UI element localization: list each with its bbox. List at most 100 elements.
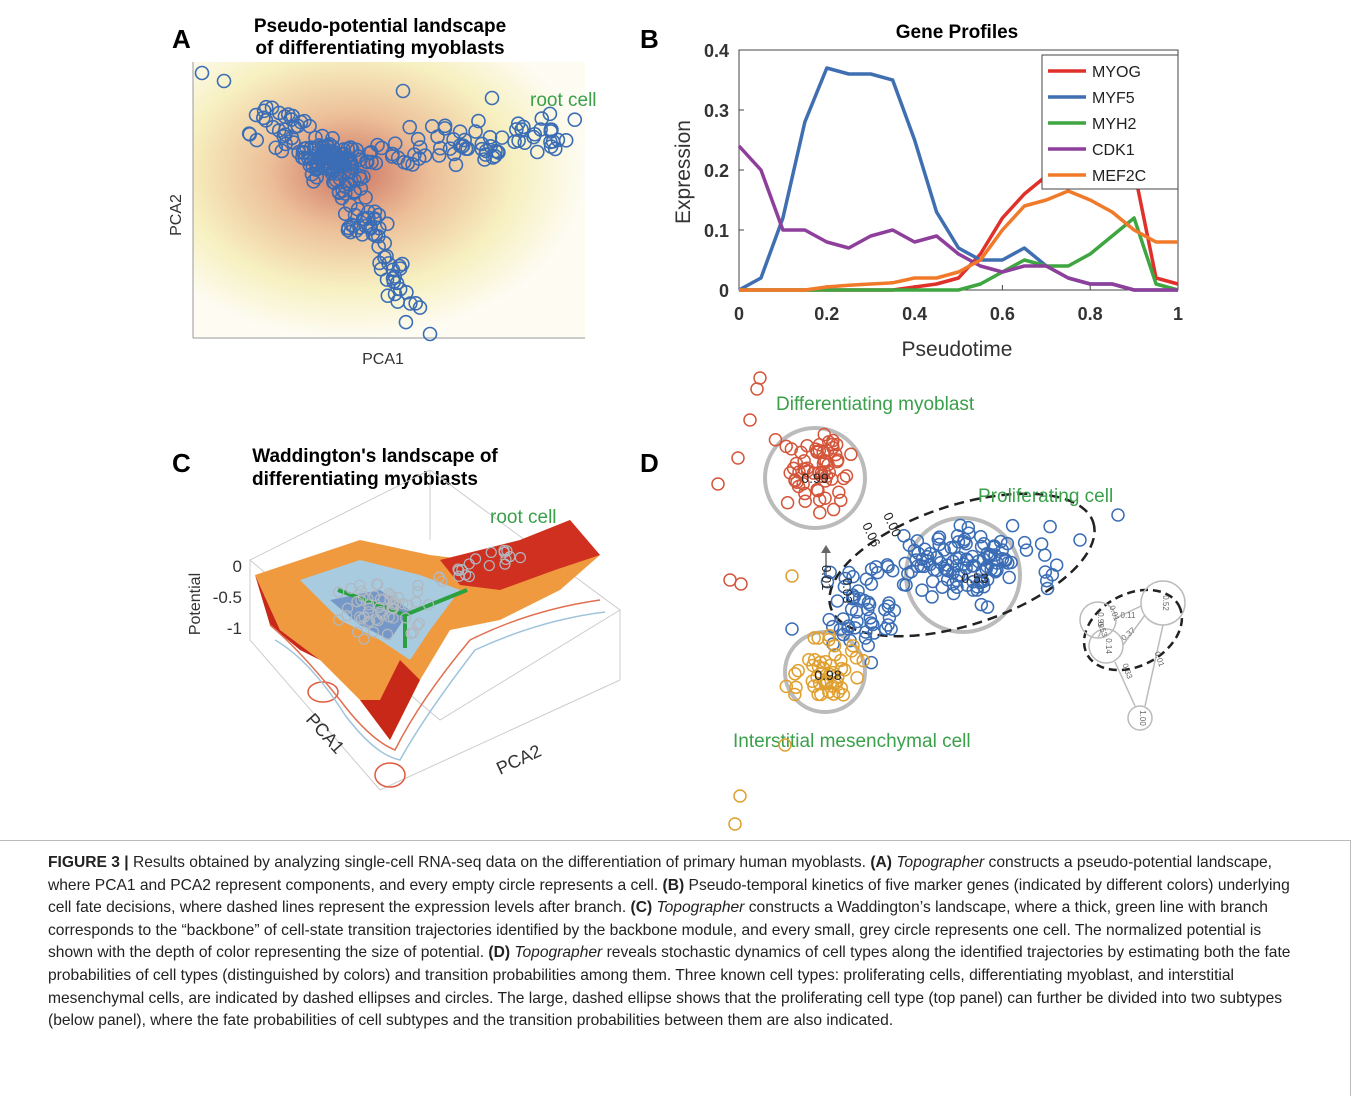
cell (850, 614, 864, 629)
cell (811, 687, 825, 702)
cell (743, 413, 757, 427)
cell (377, 235, 393, 251)
cell (827, 638, 842, 653)
cell (812, 465, 826, 480)
cell (930, 550, 944, 565)
caption-text: reveals stochastic dynamics of cell type… (48, 944, 1291, 1030)
cell (374, 140, 390, 156)
legend-label: MYOG (1092, 64, 1141, 81)
cell (337, 206, 353, 222)
cell (383, 587, 395, 599)
cell (783, 466, 797, 480)
figure-label: FIGURE 3 | (48, 854, 129, 871)
cell (794, 445, 808, 460)
cell (949, 573, 964, 588)
tool-name: Topographer (656, 899, 745, 917)
cell (1038, 565, 1053, 579)
cell (778, 738, 792, 752)
cell (937, 561, 952, 576)
cell (844, 644, 859, 658)
cell (932, 537, 946, 552)
cell (477, 152, 492, 167)
tool-name: Topographer (514, 944, 603, 962)
cell (286, 135, 301, 150)
legend-label: MYF5 (1092, 90, 1135, 107)
cell (516, 119, 531, 135)
cell-type-circle (763, 426, 867, 530)
cell (974, 597, 989, 612)
cell (374, 605, 387, 618)
panel-letter: D (640, 448, 659, 478)
cell (1017, 535, 1032, 550)
cell (823, 565, 837, 580)
cell (826, 502, 841, 517)
cell (430, 129, 445, 144)
cell (315, 128, 330, 144)
cell (351, 596, 363, 608)
cell (825, 437, 840, 452)
cell (812, 493, 827, 507)
cell (932, 530, 947, 544)
arrow-head (821, 545, 831, 553)
cell (788, 667, 802, 681)
cell (986, 540, 1001, 555)
cell (829, 447, 843, 462)
cell (711, 477, 725, 491)
cell (327, 175, 342, 190)
cell (336, 156, 352, 172)
tool-name: Topographer (896, 854, 985, 871)
inset-label: 0.52 (1161, 595, 1170, 611)
cell (306, 174, 321, 189)
cell (408, 296, 423, 311)
cell (838, 571, 853, 586)
cell (1019, 543, 1034, 557)
cell (332, 154, 348, 169)
dashed-ellipse (828, 492, 1096, 638)
legend-label: MYH2 (1092, 116, 1137, 133)
cell (469, 553, 482, 565)
y-tick-label: 0.4 (704, 41, 729, 61)
cell (268, 140, 284, 156)
cell (364, 154, 379, 170)
cell (845, 591, 860, 606)
cell (844, 447, 858, 462)
cell (567, 112, 583, 127)
cell (529, 144, 545, 160)
cell (814, 469, 829, 483)
cell (802, 652, 816, 667)
surface (360, 660, 420, 740)
cell (355, 613, 368, 625)
cell (358, 190, 373, 205)
cell (952, 551, 967, 565)
cell (311, 150, 326, 165)
cell (385, 146, 400, 162)
x-tick-label: 0.4 (902, 304, 927, 324)
z-tick-label: -0.5 (213, 588, 242, 607)
cell (453, 570, 465, 582)
cell (422, 599, 435, 611)
surface (255, 575, 320, 660)
cell (995, 543, 1009, 557)
cell (846, 639, 860, 653)
cell (864, 577, 879, 591)
cell (485, 546, 497, 559)
cell (931, 532, 945, 546)
cell (410, 596, 422, 608)
cell (398, 314, 414, 330)
cell (820, 574, 835, 589)
cell (812, 676, 827, 691)
panel-ref: (B) (662, 876, 685, 894)
cell (350, 202, 366, 217)
legend-label: MEF2C (1092, 168, 1146, 185)
panel-letter: C (172, 448, 191, 478)
cell (377, 250, 392, 265)
cell (333, 614, 345, 626)
cell (1034, 537, 1049, 551)
cell (494, 130, 510, 145)
cell (839, 469, 854, 483)
x-tick-label: 0.8 (1078, 304, 1103, 324)
panel-title: Waddington's landscape of (252, 446, 498, 467)
cell (410, 131, 426, 147)
cell (397, 598, 409, 610)
